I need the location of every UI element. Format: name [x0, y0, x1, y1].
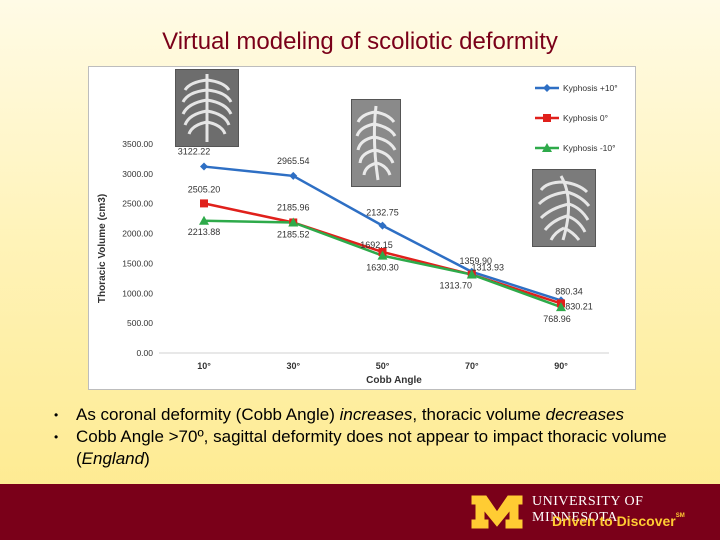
x-tick-label: 30° — [286, 361, 300, 371]
bullet-item: • As coronal deformity (Cobb Angle) incr… — [54, 405, 625, 424]
legend-label: Kyphosis -10° — [563, 143, 616, 153]
data-point — [289, 171, 298, 180]
data-point — [288, 217, 299, 227]
data-point — [199, 215, 209, 225]
bullet-item: • Cobb Angle >70º, sagittal deformity do… — [54, 427, 667, 468]
y-tick-label: 1500.00 — [122, 258, 153, 268]
data-point — [556, 302, 566, 312]
data-point — [466, 269, 477, 279]
legend-marker — [542, 143, 552, 152]
service-mark: SM — [675, 513, 685, 519]
data-label: 880.34 — [555, 286, 583, 296]
data-label: 3122.22 — [178, 147, 211, 157]
data-label: 1313.70 — [439, 281, 472, 291]
x-axis-title: Cobb Angle — [366, 375, 422, 386]
legend-marker — [543, 114, 551, 122]
y-tick-label: 1000.00 — [122, 288, 153, 298]
legend-label: Kyphosis 0° — [563, 113, 608, 123]
data-label: 1692.15 — [360, 240, 393, 250]
data-label: 2185.52 — [277, 229, 310, 239]
ribcage-graphic — [533, 170, 595, 246]
y-tick-label: 0.00 — [136, 348, 153, 358]
data-point — [377, 250, 388, 260]
chart-canvas: 0.00 500.00 1000.00 1500.00 2000.00 2500.00 30… — [97, 83, 618, 386]
x-tick-label: 90° — [554, 361, 568, 371]
y-axis-title: Thoracic Volume (cm3) — [97, 194, 108, 303]
x-tick-label: 10° — [197, 361, 211, 371]
data-label: 2965.54 — [277, 156, 310, 166]
emphasis-text: increases — [339, 405, 413, 424]
data-label: 2185.96 — [277, 202, 310, 212]
bullet-icon: • — [54, 408, 59, 422]
slide-title: Virtual modeling of scoliotic deformity — [162, 28, 558, 55]
x-tick-label: 70° — [465, 361, 479, 371]
footer-bar: UNIVERSITY OF MINNESOTA Driven to Discov… — [0, 484, 720, 540]
ribcage-graphic — [176, 70, 238, 146]
tagline: Driven to DiscoverSM — [552, 513, 685, 529]
line-chart: 0.00 500.00 1000.00 1500.00 2000.00 2500.00 30… — [88, 66, 636, 390]
y-tick-label: 500.00 — [127, 318, 153, 328]
emphasis-text: decreases — [545, 405, 625, 424]
legend-label: Kyphosis +10° — [563, 83, 618, 93]
data-point — [200, 162, 208, 171]
data-label: 1313.93 — [471, 263, 504, 273]
data-label: 1630.30 — [366, 263, 399, 273]
ribcage-image-90 — [532, 169, 596, 247]
bullet-list: • As coronal deformity (Cobb Angle) incr… — [54, 404, 694, 470]
ribcage-graphic — [352, 100, 400, 186]
data-label: 2132.75 — [366, 208, 399, 218]
y-tick-label: 3000.00 — [122, 169, 153, 179]
data-label: 2213.88 — [188, 227, 221, 237]
block-m-logo-icon — [471, 495, 523, 529]
y-tick-label: 3500.00 — [122, 139, 153, 149]
university-name: UNIVERSITY OF MINNESOTA — [532, 494, 644, 525]
data-label: 2505.20 — [188, 184, 221, 194]
ribcage-image-10 — [175, 69, 239, 147]
legend-marker — [543, 84, 551, 92]
data-point — [378, 221, 387, 230]
bullet-icon: • — [54, 430, 59, 444]
data-label: 830.21 — [565, 301, 593, 311]
data-label: 768.96 — [543, 314, 571, 324]
ribcage-image-50 — [351, 99, 401, 187]
y-tick-label: 2500.00 — [122, 199, 153, 209]
emphasis-text: England — [81, 449, 145, 468]
data-label: 1359.90 — [459, 256, 492, 266]
y-tick-label: 2000.00 — [122, 229, 153, 239]
x-tick-label: 50° — [376, 361, 390, 371]
data-point — [200, 199, 208, 208]
